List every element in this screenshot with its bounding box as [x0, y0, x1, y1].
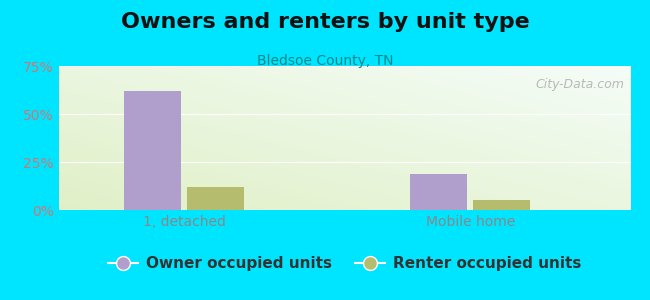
Text: Owners and renters by unit type: Owners and renters by unit type	[121, 12, 529, 32]
Bar	[473, 200, 530, 210]
Bar	[410, 173, 467, 210]
Legend: Owner occupied units, Renter occupied units: Owner occupied units, Renter occupied un…	[101, 250, 588, 277]
Text: Bledsoe County, TN: Bledsoe County, TN	[257, 54, 393, 68]
Text: City-Data.com: City-Data.com	[536, 77, 625, 91]
Bar	[124, 91, 181, 210]
Bar	[187, 187, 244, 210]
